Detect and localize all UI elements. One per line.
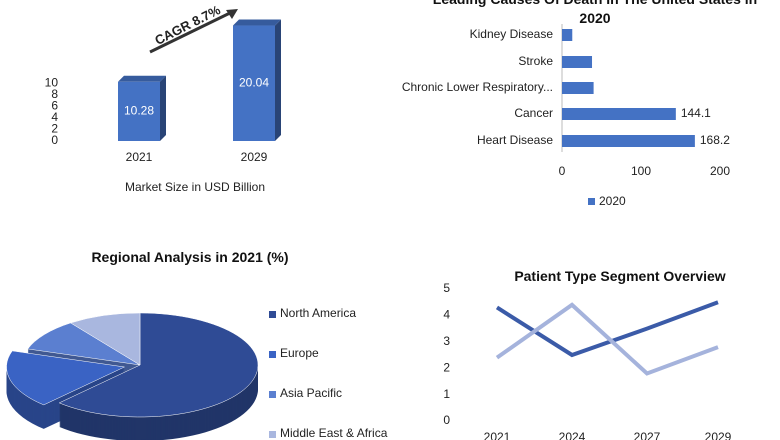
- y-tick-label: 1: [443, 387, 450, 401]
- legend-label: Asia Pacific: [280, 386, 342, 400]
- x-tick-label: 2027: [634, 430, 661, 440]
- pie-slice: [27, 322, 141, 366]
- y-tick-label: 0: [51, 133, 58, 147]
- bar-side: [275, 19, 281, 141]
- x-tick-label: 100: [631, 164, 651, 178]
- x-tick-label: 0: [559, 164, 566, 178]
- x-tick-label: 2029: [705, 430, 732, 440]
- bar: [562, 135, 695, 147]
- line: [495, 300, 719, 358]
- y-tick-label: 6: [51, 99, 58, 113]
- y-tick-label: Cancer: [514, 106, 553, 120]
- line: [495, 302, 719, 376]
- x-tick-label: 2021: [126, 150, 153, 164]
- y-tick-label: 2: [51, 122, 58, 136]
- y-tick-label: 10: [45, 76, 59, 90]
- y-tick-label: 4: [443, 308, 450, 322]
- cagr-arrow: [149, 10, 233, 54]
- bar: [562, 108, 676, 120]
- y-tick-label: 3: [443, 334, 450, 348]
- legend-swatch: [269, 431, 276, 438]
- chart-title: Leading Causes Of Death In The United St…: [433, 0, 757, 26]
- value-label: 10.28: [124, 104, 154, 118]
- y-tick-label: 8: [51, 87, 58, 101]
- bar: [233, 25, 275, 141]
- chart-title: Patient Type Segment Overview: [514, 268, 726, 284]
- y-tick-label: 5: [443, 281, 450, 295]
- y-tick-label: Heart Disease: [477, 133, 553, 147]
- x-tick-label: 2029: [241, 150, 268, 164]
- legend-swatch: [588, 198, 595, 205]
- value-label: 168.2: [700, 133, 730, 147]
- chart-title: Regional Analysis in 2021 (%): [91, 249, 289, 265]
- bar-top: [233, 19, 281, 26]
- pie-slice: [70, 312, 141, 366]
- x-axis-label: Market Size in USD Billion: [125, 180, 265, 194]
- y-tick-label: 4: [51, 110, 58, 124]
- y-tick-label: 0: [443, 413, 450, 427]
- legend-label: 2020: [599, 194, 626, 208]
- legend-label: Middle East & Africa: [280, 426, 388, 440]
- y-tick-label: 2: [443, 360, 450, 374]
- pie-slice: [6, 350, 126, 406]
- bar: [118, 81, 160, 141]
- bar: [562, 56, 593, 68]
- value-label: 20.04: [239, 75, 269, 89]
- bar-side: [160, 75, 166, 141]
- legend-label: Europe: [280, 346, 319, 360]
- y-tick-label: Stroke: [518, 54, 553, 68]
- x-tick-label: 200: [710, 164, 730, 178]
- bar-top: [118, 75, 166, 82]
- value-label: 144.1: [681, 106, 711, 120]
- legend-swatch: [269, 311, 276, 318]
- pie-slice: [58, 312, 259, 418]
- x-tick-label: 2024: [559, 430, 586, 440]
- legend-label: North America: [280, 306, 356, 320]
- legend-swatch: [269, 391, 276, 398]
- annotation: CAGR 8.7%: [152, 2, 223, 48]
- legend-swatch: [269, 351, 276, 358]
- y-tick-label: Chronic Lower Respiratory...: [402, 80, 553, 94]
- cagr-arrow-head: [226, 9, 238, 19]
- bar: [562, 29, 573, 41]
- x-tick-label: 2021: [484, 430, 511, 440]
- bar: [562, 82, 594, 94]
- y-tick-label: Kidney Disease: [470, 27, 554, 41]
